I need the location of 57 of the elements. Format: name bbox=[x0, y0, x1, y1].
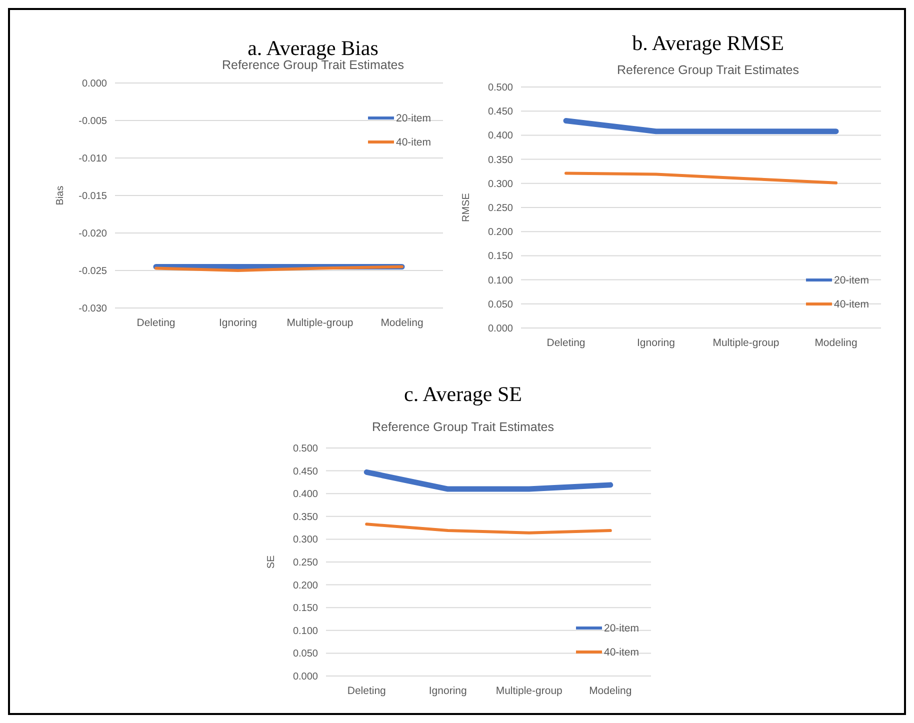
y-tick-label: 0.000 bbox=[488, 324, 514, 334]
y-tick-label: 0.150 bbox=[292, 603, 318, 614]
chart-subtitle: Reference Group Trait Estimates bbox=[222, 58, 404, 72]
y-tick-label: 0.350 bbox=[488, 154, 514, 166]
y-tick-label: -0.010 bbox=[78, 154, 108, 164]
x-tick-label: Ignoring bbox=[219, 317, 258, 329]
x-tick-label: Multiple-group bbox=[286, 317, 354, 329]
chart-subtitle: Reference Group Trait Estimates bbox=[372, 420, 554, 434]
legend-label: 40-item bbox=[604, 646, 640, 659]
y-tick-label: 0.450 bbox=[488, 106, 514, 118]
legend-label: 20-item bbox=[396, 112, 432, 125]
legend-label: 40-item bbox=[834, 298, 870, 311]
y-axis-title: Bias bbox=[55, 186, 66, 206]
x-tick-label: Multiple-group bbox=[712, 337, 780, 349]
y-tick-label: 0.300 bbox=[488, 178, 514, 190]
y-tick-label: 0.450 bbox=[292, 466, 318, 478]
y-tick-label: 0.250 bbox=[292, 558, 318, 568]
y-axis-title: SE bbox=[266, 555, 277, 569]
y-tick-label: 0.200 bbox=[292, 580, 318, 592]
x-tick-label: Deleting bbox=[546, 337, 586, 349]
y-tick-label: 0.100 bbox=[488, 275, 514, 286]
y-tick-label: 0.050 bbox=[292, 648, 318, 660]
chart-title: a. Average Bias bbox=[248, 36, 378, 60]
y-tick-label: 0.300 bbox=[292, 534, 318, 546]
legend-label: 40-item bbox=[396, 136, 432, 149]
y-tick-label: 0.500 bbox=[292, 444, 318, 454]
y-tick-label: 0.100 bbox=[292, 626, 318, 637]
y-tick-label: 0.400 bbox=[488, 130, 514, 142]
y-tick-label: 0.200 bbox=[488, 227, 514, 238]
chart-subtitle: Reference Group Trait Estimates bbox=[616, 63, 800, 77]
y-tick-label: 0.050 bbox=[488, 299, 514, 310]
legend-label: 20-item bbox=[604, 622, 640, 635]
legend-label: 20-item bbox=[834, 274, 870, 287]
y-tick-label: -0.030 bbox=[78, 304, 108, 314]
x-tick-label: Modeling bbox=[380, 317, 424, 329]
chart-title: c. Average SE bbox=[404, 382, 522, 406]
x-tick-label: Modeling bbox=[814, 337, 858, 349]
y-tick-label: 0.500 bbox=[488, 82, 514, 94]
x-tick-label: Ignoring bbox=[637, 337, 676, 349]
x-tick-label: Modeling bbox=[589, 685, 632, 697]
y-axis-title: RMSE bbox=[461, 192, 472, 222]
x-tick-label: Deleting bbox=[136, 317, 176, 329]
y-tick-label: -0.015 bbox=[78, 191, 108, 202]
y-tick-label: 0.400 bbox=[292, 489, 318, 500]
line-series bbox=[564, 172, 838, 184]
y-tick-label: 0.150 bbox=[488, 251, 514, 262]
y-tick-label: -0.025 bbox=[78, 266, 108, 277]
y-tick-label: 0.250 bbox=[488, 203, 514, 214]
chart-title: b. Average RMSE bbox=[632, 31, 784, 55]
y-tick-label: 0.000 bbox=[292, 672, 318, 682]
x-tick-label: Ignoring bbox=[428, 685, 468, 697]
y-tick-label: 0.000 bbox=[82, 78, 108, 90]
y-tick-label: -0.020 bbox=[78, 228, 108, 240]
x-tick-label: Deleting bbox=[347, 685, 386, 697]
y-tick-label: -0.005 bbox=[78, 116, 108, 127]
y-tick-label: 0.350 bbox=[292, 512, 318, 523]
x-tick-label: Multiple-group bbox=[496, 685, 563, 697]
